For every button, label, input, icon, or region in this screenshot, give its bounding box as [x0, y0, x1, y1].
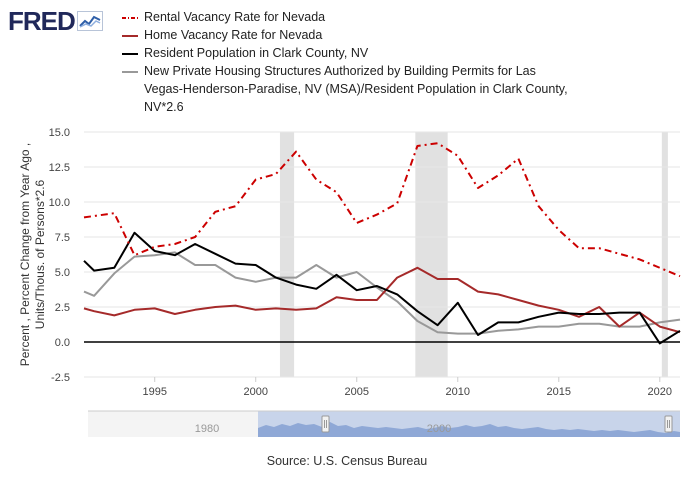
fred-logo[interactable]: FRED — [8, 8, 103, 34]
y-tick-label: 12.5 — [49, 162, 70, 174]
legend-swatch-permits — [122, 71, 138, 73]
gridlines — [84, 131, 680, 378]
x-tick-label: 1995 — [142, 386, 166, 398]
x-tick-label: 2020 — [648, 386, 672, 398]
recession-bars — [279, 132, 668, 377]
legend-label: Resident Population in Clark County, NV — [144, 46, 369, 60]
series-line-home-vacancy[interactable] — [83, 266, 681, 334]
navigator-right-handle[interactable] — [664, 415, 673, 433]
legend-item-home[interactable]: Home Vacancy Rate for Nevada — [122, 26, 682, 44]
x-axis-ticks: 1995 2000 2005 2010 2015 2020 — [142, 377, 672, 398]
series-line-population[interactable] — [83, 231, 681, 345]
legend-item-rental[interactable]: Rental Vacancy Rate for Nevada — [122, 8, 682, 26]
x-tick-label: 2000 — [243, 386, 267, 398]
line-chart-icon — [76, 11, 103, 31]
x-tick-label: 2010 — [446, 386, 470, 398]
series-line-permits[interactable] — [83, 251, 681, 335]
y-tick-label: 10.0 — [49, 197, 70, 209]
y-axis-label: Percent , Percent Change from Year Ago ,… — [18, 143, 47, 366]
chart-legend: Rental Vacancy Rate for Nevada Home Vaca… — [122, 8, 682, 116]
series-line-rental-vacancy[interactable] — [83, 142, 681, 278]
navigator-left-handle[interactable] — [321, 415, 330, 433]
legend-swatch-rental — [122, 17, 138, 19]
navigator-series-area — [258, 422, 680, 437]
recession-bar — [279, 132, 295, 377]
recession-bar — [661, 132, 668, 377]
legend-item-permits[interactable]: New Private Housing Structures Authorize… — [122, 62, 682, 116]
source-note: Source: U.S. Census Bureau — [266, 454, 428, 468]
navigator-label: 2000 — [427, 423, 451, 435]
series-lines — [83, 142, 681, 345]
x-tick-label: 2015 — [547, 386, 571, 398]
y-tick-label: 2.5 — [55, 302, 70, 314]
y-axis-ticks: -2.5 0.0 2.5 5.0 7.5 10.0 12.5 15.0 — [49, 127, 70, 384]
navigator-label: 1980 — [195, 423, 219, 435]
legend-label: New Private Housing Structures Authorize… — [144, 64, 568, 114]
legend-swatch-home — [122, 35, 138, 37]
legend-swatch-population — [122, 53, 138, 55]
fred-logo-text: FRED — [8, 6, 76, 36]
legend-item-population[interactable]: Resident Population in Clark County, NV — [122, 44, 682, 62]
y-tick-label: 7.5 — [55, 232, 70, 244]
y-tick-label: 5.0 — [55, 267, 70, 279]
y-tick-label: -2.5 — [51, 372, 70, 384]
x-tick-label: 2005 — [345, 386, 369, 398]
legend-label: Home Vacancy Rate for Nevada — [144, 28, 323, 42]
range-navigator[interactable]: 1980 2000 — [88, 410, 680, 437]
y-tick-label: 0.0 — [55, 337, 70, 349]
recession-bar — [415, 132, 448, 377]
y-tick-label: 15.0 — [49, 127, 70, 139]
legend-label: Rental Vacancy Rate for Nevada — [144, 10, 326, 24]
